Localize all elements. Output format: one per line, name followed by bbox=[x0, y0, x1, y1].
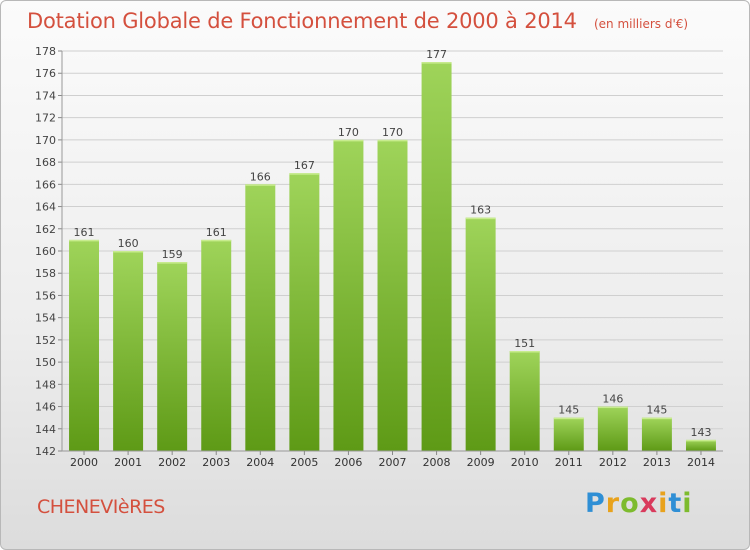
x-tick-label: 2002 bbox=[158, 456, 186, 469]
bar bbox=[69, 239, 100, 451]
bar-highlight bbox=[245, 184, 276, 186]
title-row: Dotation Globale de Fonctionnement de 20… bbox=[27, 9, 688, 33]
x-tick-label: 2014 bbox=[687, 456, 715, 469]
y-tick-label: 142 bbox=[35, 445, 56, 458]
data-label: 177 bbox=[426, 48, 447, 61]
bar-highlight bbox=[641, 417, 672, 420]
data-label: 151 bbox=[514, 337, 535, 350]
data-label: 159 bbox=[162, 248, 183, 261]
x-tick-label: 2009 bbox=[467, 456, 495, 469]
data-label: 166 bbox=[250, 170, 271, 183]
x-tick-label: 2010 bbox=[511, 456, 539, 469]
data-label: 145 bbox=[558, 404, 579, 417]
bar bbox=[465, 217, 496, 451]
y-tick-label: 162 bbox=[35, 223, 56, 236]
bar bbox=[597, 406, 628, 451]
y-tick-label: 146 bbox=[35, 401, 56, 414]
logo-letter: o bbox=[620, 488, 640, 519]
bar bbox=[509, 351, 540, 451]
x-tick-label: 2008 bbox=[423, 456, 451, 469]
bar-highlight bbox=[465, 217, 496, 220]
bar-highlight bbox=[685, 439, 716, 442]
commune-name: CHENEVIèRES bbox=[37, 496, 165, 518]
y-tick-label: 154 bbox=[35, 312, 56, 325]
data-label: 167 bbox=[294, 159, 315, 172]
logo-letter: t bbox=[668, 488, 683, 519]
x-tick-label: 2004 bbox=[246, 456, 274, 469]
data-label: 145 bbox=[646, 404, 667, 417]
data-label: 161 bbox=[74, 226, 95, 239]
bar bbox=[113, 251, 144, 451]
bar bbox=[641, 417, 672, 451]
data-label: 146 bbox=[602, 393, 623, 406]
x-tick-label: 2006 bbox=[334, 456, 362, 469]
y-tick-label: 148 bbox=[35, 378, 56, 391]
y-tick-label: 158 bbox=[35, 267, 56, 280]
logo-letter: P bbox=[585, 488, 606, 519]
y-tick-label: 170 bbox=[35, 134, 56, 147]
x-tick-label: 2007 bbox=[379, 456, 407, 469]
bar bbox=[553, 417, 584, 451]
bar-highlight bbox=[201, 239, 232, 242]
bar-highlight bbox=[509, 351, 540, 353]
data-label: 170 bbox=[338, 126, 359, 139]
y-tick-label: 168 bbox=[35, 156, 56, 169]
bar-highlight bbox=[377, 139, 408, 142]
x-tick-label: 2011 bbox=[555, 456, 583, 469]
chart-unit-note: (en milliers d'€) bbox=[593, 17, 689, 31]
y-tick-label: 160 bbox=[35, 245, 56, 258]
x-tick-label: 2013 bbox=[643, 456, 671, 469]
bar bbox=[377, 139, 408, 451]
y-tick-label: 156 bbox=[35, 289, 56, 302]
y-tick-label: 164 bbox=[35, 201, 56, 214]
x-tick-label: 2000 bbox=[70, 456, 98, 469]
bar bbox=[333, 139, 364, 451]
bar bbox=[289, 173, 320, 451]
bar-highlight bbox=[421, 62, 452, 64]
y-tick-label: 166 bbox=[35, 178, 56, 191]
data-label: 160 bbox=[118, 237, 139, 250]
y-tick-label: 176 bbox=[35, 67, 56, 80]
x-tick-label: 2012 bbox=[599, 456, 627, 469]
chart-title: Dotation Globale de Fonctionnement de 20… bbox=[27, 9, 577, 33]
bar bbox=[157, 262, 188, 451]
logo-letter: i bbox=[682, 488, 693, 519]
logo-letter: x bbox=[639, 488, 659, 519]
bar-highlight bbox=[113, 251, 144, 253]
bar-highlight bbox=[289, 173, 320, 175]
data-label: 170 bbox=[382, 126, 403, 139]
bar-highlight bbox=[553, 417, 584, 420]
bar-highlight bbox=[69, 239, 100, 242]
y-tick-label: 150 bbox=[35, 356, 56, 369]
x-tick-label: 2003 bbox=[202, 456, 230, 469]
logo-letter: r bbox=[605, 488, 621, 519]
data-label: 161 bbox=[206, 226, 227, 239]
data-label: 163 bbox=[470, 204, 491, 217]
y-tick-label: 152 bbox=[35, 334, 56, 347]
y-tick-label: 174 bbox=[35, 89, 56, 102]
bar-highlight bbox=[157, 262, 188, 264]
bar bbox=[245, 184, 276, 452]
bar-highlight bbox=[597, 406, 628, 409]
y-tick-label: 178 bbox=[35, 45, 56, 58]
x-tick-label: 2005 bbox=[290, 456, 318, 469]
bar-highlight bbox=[333, 139, 364, 142]
bar bbox=[685, 439, 716, 451]
y-tick-label: 172 bbox=[35, 112, 56, 125]
data-label: 143 bbox=[690, 426, 711, 439]
x-tick-label: 2001 bbox=[114, 456, 142, 469]
proxiti-logo: Proxiti bbox=[585, 488, 693, 519]
bar bbox=[421, 62, 452, 451]
bar bbox=[201, 239, 232, 451]
logo-letter: i bbox=[658, 488, 669, 519]
y-tick-label: 144 bbox=[35, 423, 56, 436]
